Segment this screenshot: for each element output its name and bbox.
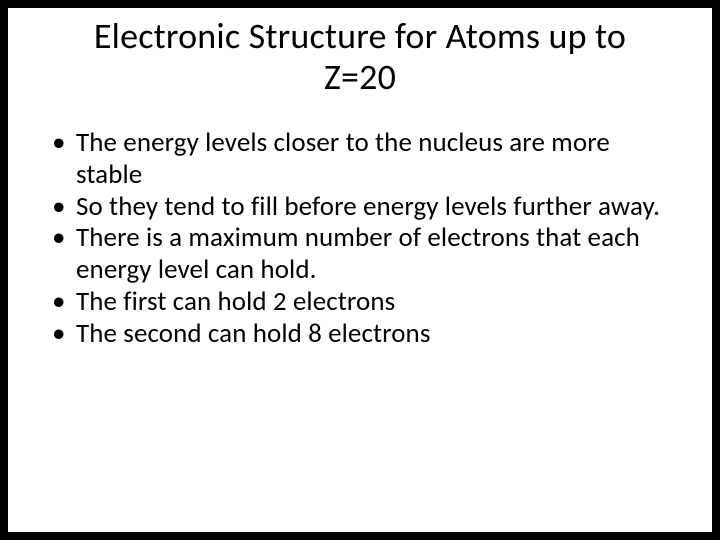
slide: Electronic Structure for Atoms up to Z=2… <box>0 0 720 540</box>
list-item: There is a maximum number of electrons t… <box>48 222 672 286</box>
slide-body: The energy levels closer to the nucleus … <box>8 99 712 350</box>
slide-title: Electronic Structure for Atoms up to Z=2… <box>8 8 712 99</box>
bullet-list: The energy levels closer to the nucleus … <box>48 127 672 350</box>
list-item: The energy levels closer to the nucleus … <box>48 127 672 191</box>
list-item: The second can hold 8 electrons <box>48 318 672 350</box>
list-item: So they tend to fill before energy level… <box>48 191 672 223</box>
list-item: The first can hold 2 electrons <box>48 286 672 318</box>
